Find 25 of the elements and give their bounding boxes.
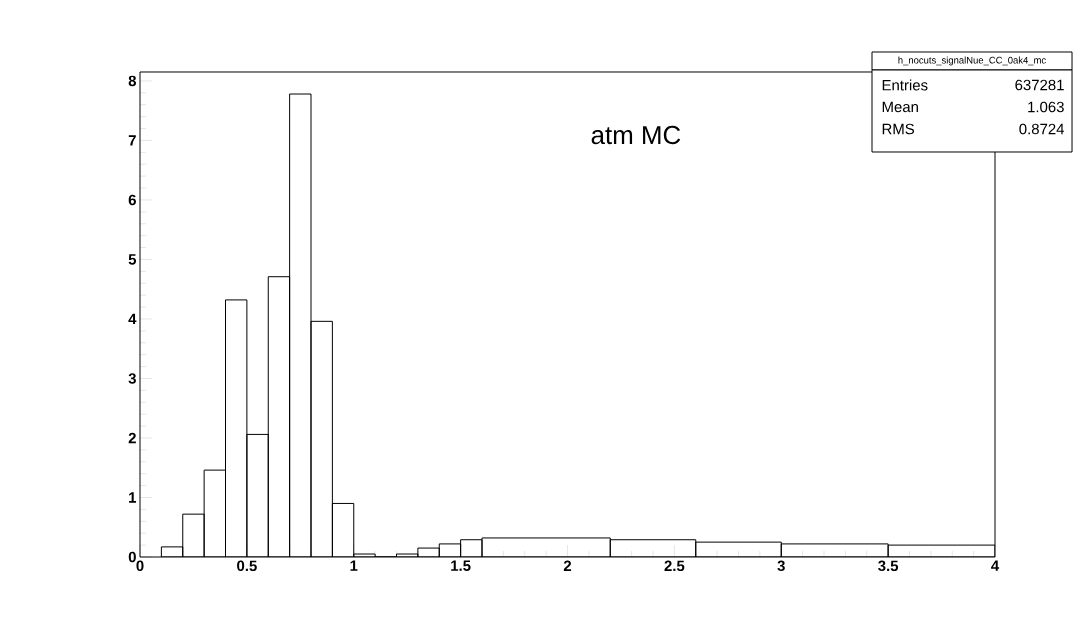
- x-tick-label: 0.5: [237, 560, 257, 572]
- annotation: Mean: [882, 101, 918, 113]
- y-tick-label: 3: [128, 373, 136, 384]
- text: 1.063: [1028, 101, 1064, 113]
- y-tick-label: 2: [128, 432, 136, 444]
- x-tick-label: 2.5: [664, 560, 685, 572]
- x-tick-label: 3: [777, 560, 785, 572]
- x-tick-label: 2: [563, 560, 572, 571]
- annotation: RMS: [882, 123, 915, 135]
- annotation: Entries: [882, 79, 928, 91]
- x-tick-label: 1.5: [451, 560, 471, 571]
- y-tick-label: 7: [128, 135, 136, 146]
- text: 0.8724: [1019, 123, 1065, 135]
- chart-title: h_nocuts_signalNue_CC_0ak4_mc: [898, 56, 1046, 66]
- y-tick-label: 0: [128, 551, 136, 563]
- text: 637281: [1015, 79, 1064, 91]
- y-tick-label: 8: [128, 75, 137, 87]
- y-tick-label: 5: [128, 254, 137, 265]
- y-tick-label: 4: [128, 313, 137, 325]
- x-tick-label: 1: [350, 560, 358, 571]
- x-tick-label: 4: [991, 560, 1000, 571]
- y-tick-label: 1: [129, 492, 137, 503]
- annotation: atm MC: [591, 125, 681, 145]
- y-tick-label: 6: [128, 194, 136, 206]
- x-tick-label: 3.5: [878, 560, 899, 572]
